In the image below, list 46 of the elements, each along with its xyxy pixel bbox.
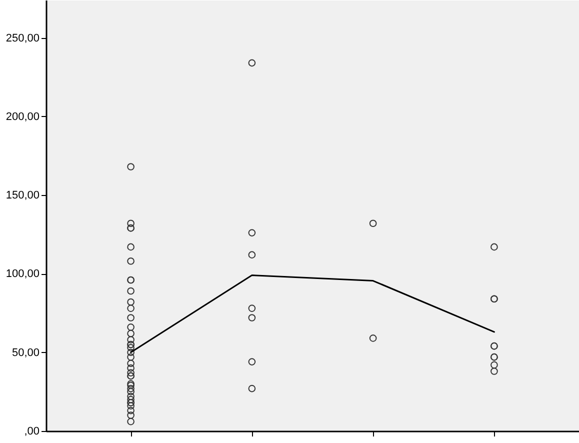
point bbox=[127, 406, 134, 414]
point bbox=[248, 304, 256, 312]
line-series bbox=[130, 274, 495, 354]
point bbox=[127, 163, 134, 170]
point bbox=[490, 243, 498, 251]
point bbox=[127, 287, 134, 295]
y-tick-label: 250,00 bbox=[6, 32, 40, 44]
point bbox=[248, 229, 256, 236]
y-tick-label: 200,00 bbox=[6, 110, 40, 123]
point bbox=[127, 364, 134, 372]
point bbox=[127, 348, 134, 356]
point bbox=[127, 330, 134, 338]
point bbox=[248, 358, 256, 366]
point bbox=[127, 402, 134, 410]
y-tick-label: 100,00 bbox=[6, 268, 40, 280]
point bbox=[127, 304, 134, 312]
point bbox=[127, 380, 134, 388]
point bbox=[127, 412, 134, 419]
y-tick-label: 50,00 bbox=[12, 346, 40, 359]
point bbox=[127, 314, 134, 322]
point bbox=[248, 251, 256, 258]
point bbox=[127, 384, 134, 392]
point bbox=[127, 298, 134, 306]
point bbox=[369, 220, 377, 228]
point bbox=[127, 382, 134, 390]
point bbox=[127, 360, 134, 368]
point bbox=[127, 396, 134, 404]
y-tick-label: 150,00 bbox=[6, 190, 40, 202]
point bbox=[127, 418, 134, 426]
point bbox=[248, 59, 256, 67]
point bbox=[127, 257, 134, 265]
point bbox=[127, 369, 134, 376]
point bbox=[127, 344, 134, 352]
point bbox=[127, 353, 134, 361]
point bbox=[490, 368, 498, 375]
point bbox=[127, 324, 134, 331]
point bbox=[248, 384, 256, 392]
point bbox=[369, 334, 377, 342]
point bbox=[127, 388, 134, 396]
point bbox=[248, 314, 256, 322]
point bbox=[127, 220, 134, 228]
y-tick-label: ,00 bbox=[24, 426, 40, 438]
point bbox=[127, 392, 134, 400]
point bbox=[490, 361, 498, 369]
point bbox=[127, 336, 134, 344]
point bbox=[127, 243, 134, 251]
